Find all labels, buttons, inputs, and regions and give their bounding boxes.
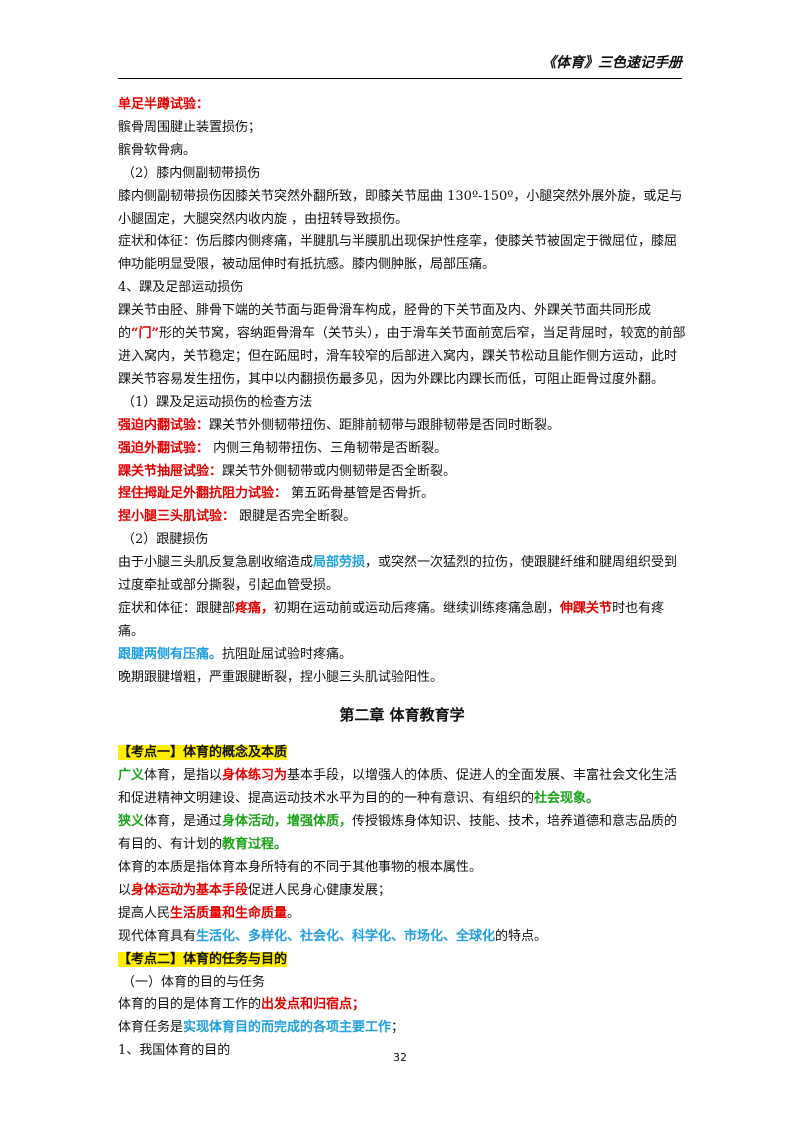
paragraph: 症状和体征：跟腱部疼痛，初期在运动前或运动后疼痛。继续训练疼痛急剧，伸踝关节时也…	[118, 600, 665, 639]
exam-point-label: 【考点二】体育的任务与目的	[118, 951, 288, 967]
line: 1、我国体育的目的	[118, 1043, 231, 1059]
line: 晚期跟腱增粗，严重跟腱断裂，捏小腿三头肌试验阳性。	[118, 669, 444, 685]
line: 强迫内翻试验：踝关节外侧韧带扭伤、距腓前韧带与跟腓韧带是否同时断裂。	[118, 417, 561, 433]
line: 体育的本质是指体育本身所特有的不同于其他事物的根本属性。	[118, 860, 483, 875]
page-content: 单足半蹲试验： 髌骨周围腱止装置损伤； 髌骨软骨病。 （2）膝内侧副韧带损伤 膝…	[118, 94, 686, 1063]
paragraph: 症状和体征：伤后膝内侧疼痛，半腱肌与半膜肌出现保护性痉挛，使膝关节被固定于微屈位…	[118, 234, 678, 273]
exam-point-label: 【考点一】体育的概念及本质	[118, 745, 288, 761]
emphasis: 跟腱两侧有压痛。	[118, 646, 223, 662]
line: 体育的目的是体育工作的出发点和归宿点；	[118, 997, 366, 1013]
emphasis: 生活化、多样化、社会化、科学化、市场化、全球化	[196, 928, 496, 944]
emphasis: 出发点和归宿点；	[261, 997, 366, 1013]
line: 以身体运动为基本手段促进人民身心健康发展；	[118, 882, 392, 898]
test-name: 捏住拇趾足外翻抗阻力试验：	[118, 486, 288, 502]
paragraph: 踝关节由胫、腓骨下端的关节面与距骨滑车构成，胫骨的下关节面及内、外踝关节面共同形…	[118, 303, 686, 387]
line: 踝关节抽屉试验：踝关节外侧韧带或内侧韧带是否全断裂。	[118, 463, 457, 479]
emphasis: 局部劳损	[313, 555, 366, 571]
emphasis: 伸踝关节	[560, 600, 613, 616]
line: （2）膝内侧副韧带损伤	[122, 165, 261, 181]
line: 捏住拇趾足外翻抗阻力试验： 第五跖骨基管是否骨折。	[118, 486, 435, 502]
line: 捏小腿三头肌试验： 跟腱是否完全断裂。	[118, 509, 357, 525]
line: 髌骨周围腱止装置损伤；	[118, 119, 262, 135]
emphasis: 疼痛，	[235, 600, 275, 616]
test-name: 单足半蹲试验：	[118, 97, 210, 112]
page-number: 32	[393, 1051, 407, 1064]
paragraph: 由于小腿三头肌反复急剧收缩造成局部劳损，或突然一次猛烈的拉伤，使跟腱纤维和腱周组…	[118, 555, 678, 594]
emphasis: 实现体育目的而完成的各项主要工作	[183, 1020, 392, 1036]
section-heading: 4、踝及足部运动损伤	[118, 280, 244, 296]
paragraph: 狭义体育，是通过身体活动，增强体质，传授锻炼身体知识、技能、技术，培养道德和意志…	[118, 814, 678, 853]
paragraph: 广义体育，是指以身体练习为基本手段，以增强人的体质、促进人的全面发展、丰富社会文…	[118, 768, 678, 807]
emphasis: 身体活动，增强体质，	[222, 814, 353, 830]
emphasis: 教育过程。	[222, 837, 288, 853]
exam-point-heading: 【考点二】体育的任务与目的	[118, 949, 686, 972]
emphasis: 广义	[118, 768, 145, 784]
emphasis: 生活质量和生命质量	[170, 905, 288, 921]
emphasis: “门”	[131, 326, 159, 342]
line: 提高人民生活质量和生命质量。	[118, 905, 301, 921]
line: （1）踝及足运动损伤的检查方法	[122, 394, 313, 410]
emphasis: 身体运动为基本手段	[131, 882, 249, 898]
line: （2）跟腱损伤	[122, 532, 209, 548]
emphasis: 身体练习为	[222, 768, 288, 784]
line: 跟腱两侧有压痛。抗阻趾屈试验时疼痛。	[118, 646, 353, 662]
emphasis: 狭义	[118, 814, 145, 830]
line: 体育任务是实现体育目的而完成的各项主要工作；	[118, 1020, 405, 1036]
line: （一）体育的目的与任务	[122, 974, 266, 990]
test-name: 强迫外翻试验：	[118, 440, 210, 456]
header-title: 《体育》三色速记手册	[542, 55, 682, 71]
chapter-title: 第二章 体育教育学	[339, 705, 465, 724]
test-name: 捏小腿三头肌试验：	[118, 509, 236, 525]
line: 髌骨软骨病。	[118, 142, 197, 158]
test-name: 踝关节抽屉试验：	[118, 463, 223, 479]
line: 现代体育具有生活化、多样化、社会化、科学化、市场化、全球化的特点。	[118, 928, 548, 944]
test-name: 强迫内翻试验：	[118, 417, 210, 433]
line: 强迫外翻试验： 内侧三角韧带扭伤、三角韧带是否断裂。	[118, 440, 448, 456]
paragraph: 膝内侧副韧带损伤因膝关节突然外翻所致，即膝关节屈曲 130º-150º，小腿突然…	[118, 188, 683, 227]
exam-point-heading: 【考点一】体育的概念及本质	[118, 742, 686, 765]
page-header: 《体育》三色速记手册	[118, 52, 682, 79]
emphasis: 社会现象。	[534, 791, 600, 807]
line: 单足半蹲试验：	[118, 94, 686, 117]
